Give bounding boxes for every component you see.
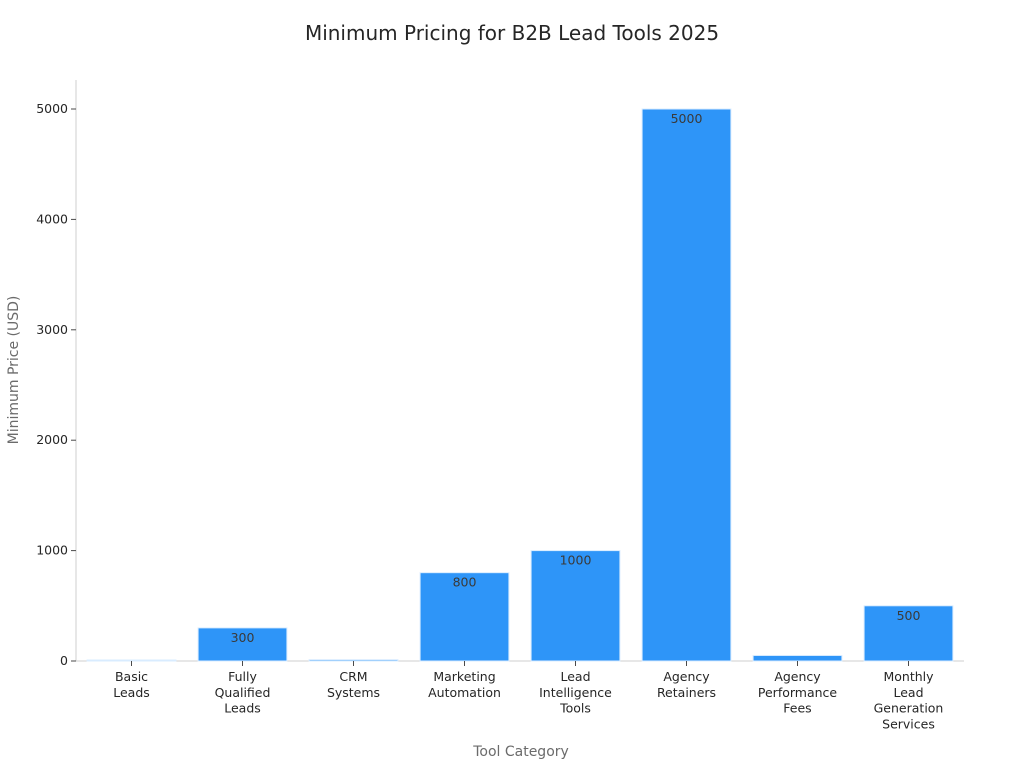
x-tick-label: Agency Retainers: [657, 669, 716, 700]
x-tick-label-line: Performance: [758, 685, 838, 700]
x-tick-label: CRM Systems: [327, 669, 380, 700]
x-tick-label: Marketing Automation: [428, 669, 501, 700]
x-tick-label-line: Intelligence: [539, 685, 612, 700]
y-tick-label: 2000: [36, 432, 68, 447]
x-tick-label: Agency Performance Fees: [758, 669, 838, 716]
bar: [419, 572, 510, 662]
x-tick-label-line: Fees: [783, 701, 811, 716]
bar: [752, 654, 843, 662]
x-tick-label-line: Basic: [115, 669, 148, 684]
bar-value-label: 5000: [671, 111, 703, 126]
bar: [86, 659, 177, 662]
y-tick-label: 3000: [36, 322, 68, 337]
bar-value-label: 800: [453, 575, 477, 590]
x-tick-label-line: Tools: [559, 701, 591, 716]
x-tick-label-line: Leads: [113, 685, 150, 700]
x-tick-label-line: Marketing: [433, 669, 495, 684]
x-tick-label: Basic Leads: [113, 669, 150, 700]
x-tick-label-line: Services: [882, 716, 935, 731]
x-tick-label: Monthly Lead Generation Services: [874, 669, 944, 731]
bar: [863, 605, 954, 662]
x-axis-title: Tool Category: [472, 744, 569, 760]
y-tick-label: 1000: [36, 543, 68, 558]
y-tick-label: 4000: [36, 211, 68, 226]
x-tick-label-line: Agency: [774, 669, 821, 684]
x-tick-label-line: Monthly: [883, 669, 934, 684]
x-tick-label-line: Systems: [327, 685, 380, 700]
bar-value-label: 1000: [560, 553, 592, 568]
x-tick-label-line: Fully: [228, 669, 257, 684]
y-axis-ticks: 0 1000 2000 3000 4000 5000: [36, 101, 76, 668]
bar-value-label: 500: [897, 608, 921, 623]
bar-value-label: 300: [231, 630, 255, 645]
x-tick-label-line: Agency: [663, 669, 710, 684]
x-tick-label: Fully Qualified Leads: [215, 669, 271, 716]
x-tick-label-line: Retainers: [657, 685, 716, 700]
chart-title: Minimum Pricing for B2B Lead Tools 2025: [305, 21, 719, 45]
bar: [530, 550, 621, 662]
y-axis-title: Minimum Price (USD): [6, 296, 22, 445]
x-tick-label-line: Qualified: [215, 685, 271, 700]
x-tick-label-line: CRM: [339, 669, 367, 684]
y-tick-label: 0: [60, 653, 68, 668]
bar: [197, 627, 288, 662]
x-tick-label-line: Automation: [428, 685, 501, 700]
y-tick-label: 5000: [36, 101, 68, 116]
x-tick-label: Lead Intelligence Tools: [539, 669, 612, 716]
x-tick-label-line: Leads: [224, 701, 261, 716]
x-tick-label-line: Generation: [874, 701, 944, 716]
bars: 300 800 1000 5000 500: [86, 108, 954, 662]
bar: [308, 659, 399, 662]
x-tick-label-line: Lead: [893, 685, 923, 700]
bar: [641, 108, 732, 662]
x-tick-label-line: Lead: [560, 669, 590, 684]
